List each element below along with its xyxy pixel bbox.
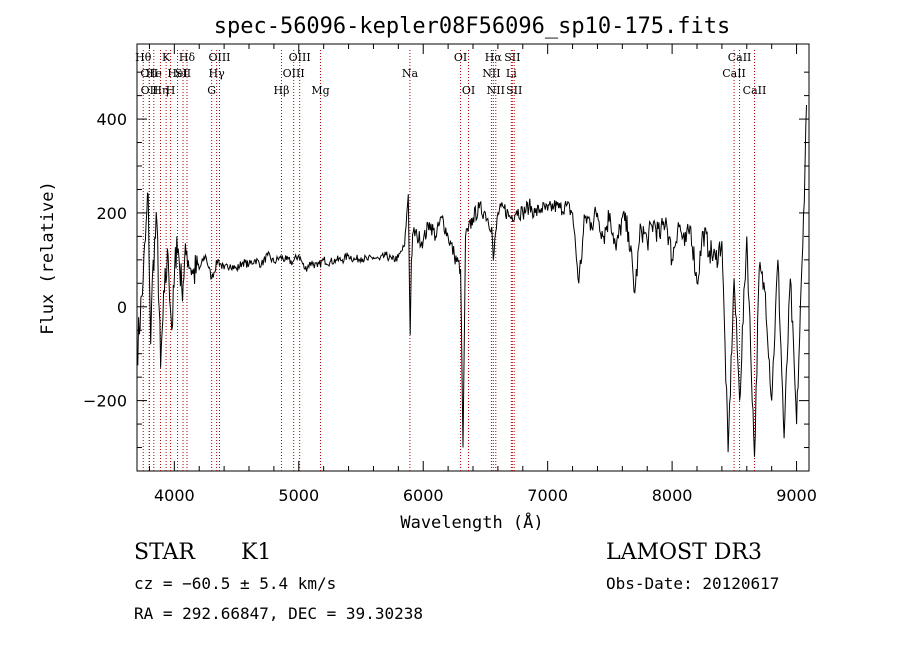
emission-line-labels: HθOIIOIIHeHηKHHeISIIHδGHγOIIIHβOIIIOIIIM…: [135, 51, 766, 97]
y-axis-label: Flux (relative): [38, 181, 58, 335]
line-label: CaII: [728, 51, 752, 64]
x-tick-label: 4000: [154, 486, 195, 505]
line-label: Hα: [485, 51, 503, 64]
line-label: Hη: [152, 84, 168, 97]
line-label: Hβ: [274, 84, 290, 97]
line-label: OII: [141, 84, 159, 97]
line-label: OII: [140, 67, 158, 80]
x-tick-label: 7000: [527, 486, 568, 505]
line-label: OI: [462, 84, 475, 97]
line-label: OIII: [208, 51, 230, 64]
x-tick-label: 9000: [776, 486, 817, 505]
line-label: Hδ: [179, 51, 196, 64]
line-label: CaII: [722, 67, 746, 80]
line-label: CaII: [743, 84, 767, 97]
y-tick-label: 400: [96, 110, 127, 129]
line-label: He: [146, 67, 162, 80]
x-axis-ticks: 4000 5000 6000 7000 8000 9000: [148, 44, 817, 505]
spectrum-line: [136, 104, 807, 457]
line-label: NII: [482, 67, 500, 80]
line-label: HeI: [167, 67, 187, 80]
line-label: G: [207, 84, 216, 97]
emission-line-markers: [142, 50, 755, 471]
coordinates: RA = 292.66847, DEC = 39.30238: [134, 604, 423, 623]
x-tick-label: 8000: [652, 486, 693, 505]
line-label: OIII: [283, 67, 305, 80]
chart-title: spec-56096-kepler08F56096_sp10-175.fits: [214, 14, 731, 39]
line-label: SII: [506, 84, 522, 97]
line-label: NII: [487, 84, 505, 97]
line-label: Hθ: [135, 51, 152, 64]
line-label: SII: [175, 67, 191, 80]
y-tick-label: 200: [96, 204, 127, 223]
y-tick-label: 0: [117, 298, 127, 317]
line-label: OI: [454, 51, 467, 64]
object-subclass: K1: [241, 540, 271, 565]
observation-date: Obs-Date: 20120617: [606, 574, 779, 593]
x-axis-label: Wavelength (Å): [400, 511, 543, 533]
line-label: Li: [506, 67, 517, 80]
survey-name: LAMOST DR3: [606, 540, 762, 565]
line-label: K: [162, 51, 171, 64]
line-label: Mg: [311, 84, 329, 97]
line-label: OIII: [289, 51, 311, 64]
x-tick-label: 6000: [403, 486, 444, 505]
spectrum-series: [136, 104, 807, 457]
line-label: Hγ: [209, 67, 226, 80]
line-label: H: [166, 84, 176, 97]
line-label: SII: [504, 51, 520, 64]
object-class: STAR: [134, 540, 196, 565]
y-axis-ticks: −200 0 200 400: [83, 71, 809, 449]
plot-frame: [136, 43, 810, 472]
x-tick-label: 5000: [278, 486, 319, 505]
line-label: Na: [402, 67, 419, 80]
y-tick-label: −200: [83, 392, 127, 411]
redshift-cz: cz = −60.5 ± 5.4 km/s: [134, 574, 336, 593]
